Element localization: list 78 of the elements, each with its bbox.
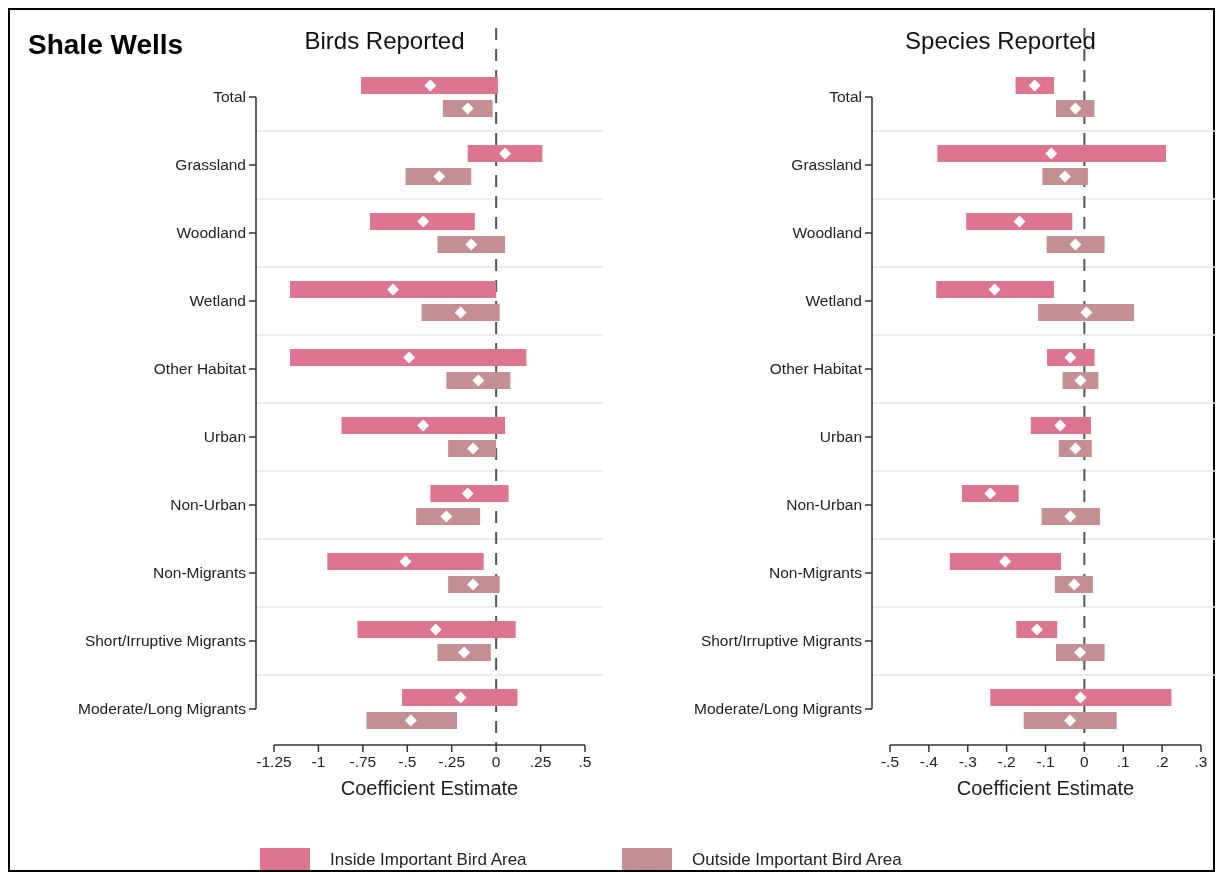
bar <box>416 508 481 525</box>
y-tick-label: Moderate/Long Migrants <box>77 700 247 718</box>
y-tick-label: Wetland <box>189 292 246 310</box>
y-tick-label: Short/Irruptive Migrants <box>84 632 247 650</box>
y-tick-label: Non-Migrants <box>152 564 247 582</box>
x-tick-label: -.4 <box>919 753 939 770</box>
chart-title: Species Reported <box>905 27 1096 54</box>
chart-title: Birds Reported <box>304 27 465 54</box>
bar <box>1041 508 1100 525</box>
y-tick-label: Urban <box>203 428 246 446</box>
bar <box>937 145 1167 162</box>
y-tick-label: Woodland <box>792 224 862 242</box>
bar <box>1046 236 1105 253</box>
x-tick-label: -.2 <box>997 753 1016 770</box>
text: Shale Wells <box>28 29 184 60</box>
y-tick-label: Grassland <box>175 156 246 174</box>
bar <box>1047 349 1095 366</box>
x-tick-label: .2 <box>1155 753 1169 770</box>
legend-label: Outside Important Bird Area <box>692 849 903 869</box>
y-tick-label: Urban <box>819 428 862 446</box>
bar <box>990 689 1172 706</box>
bar <box>430 485 509 502</box>
y-tick-label: Moderate/Long Migrants <box>693 700 863 718</box>
bar <box>442 100 493 117</box>
y-tick-label: Non-Urban <box>170 496 246 514</box>
y-tick-label: Other Habitat <box>769 360 863 378</box>
y-tick-label: Short/Irruptive Migrants <box>700 632 863 650</box>
bar <box>1056 644 1105 661</box>
y-tick-label: Woodland <box>176 224 246 242</box>
legend-label: Inside Important Bird Area <box>330 849 528 869</box>
bar <box>1042 168 1088 185</box>
bar <box>467 145 543 162</box>
y-tick-label: Grassland <box>791 156 862 174</box>
bar <box>936 281 1055 298</box>
y-tick-label: Wetland <box>805 292 862 310</box>
bar <box>421 304 500 321</box>
bar <box>437 236 506 253</box>
bar <box>341 417 506 434</box>
y-tick-label: Total <box>829 88 862 106</box>
bar <box>446 372 511 389</box>
x-axis-title: Coefficient Estimate <box>956 777 1135 799</box>
bar <box>289 281 497 298</box>
bar <box>357 621 516 638</box>
x-tick-label: -.3 <box>958 753 977 770</box>
bar <box>448 440 497 457</box>
bar <box>327 553 484 570</box>
x-tick-label: .1 <box>1116 753 1130 770</box>
x-tick-label: -.1 <box>1036 753 1055 770</box>
x-tick-label: -.75 <box>349 753 377 770</box>
y-tick-label: Other Habitat <box>153 360 247 378</box>
x-tick-label: .5 <box>578 753 592 770</box>
x-tick-label: -.5 <box>398 753 417 770</box>
bar <box>1030 417 1091 434</box>
bar <box>401 689 518 706</box>
y-tick-label: Non-Migrants <box>768 564 863 582</box>
bar <box>949 553 1062 570</box>
bar <box>1038 304 1135 321</box>
bar <box>405 168 472 185</box>
x-tick-label: .25 <box>529 753 552 770</box>
x-tick-label: -1 <box>311 753 326 770</box>
x-tick-label: -.25 <box>438 753 466 770</box>
bar <box>361 77 498 94</box>
x-tick-label: 0 <box>1080 753 1090 770</box>
bar <box>369 213 475 230</box>
x-tick-label: .3 <box>1194 753 1208 770</box>
x-tick-label: -.5 <box>880 753 900 770</box>
bar <box>966 213 1073 230</box>
y-tick-label: Total <box>213 88 246 106</box>
bar <box>961 485 1019 502</box>
bar <box>1023 712 1117 729</box>
bar <box>437 644 491 661</box>
bar <box>366 712 458 729</box>
bar <box>289 349 527 366</box>
x-tick-label: 0 <box>491 753 501 770</box>
x-tick-label: -1.25 <box>256 753 292 770</box>
y-tick-label: Non-Urban <box>786 496 862 514</box>
bar <box>448 576 500 593</box>
x-axis-title: Coefficient Estimate <box>340 777 519 799</box>
